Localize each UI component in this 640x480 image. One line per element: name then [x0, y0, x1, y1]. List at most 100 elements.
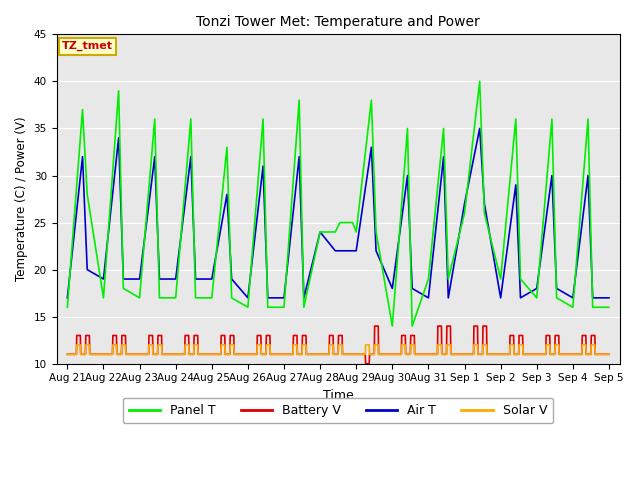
Air T	[404, 173, 412, 179]
Panel T	[300, 304, 308, 310]
Battery V	[401, 333, 409, 338]
Panel T	[187, 116, 195, 122]
Panel T	[584, 116, 592, 122]
Air T	[244, 295, 252, 301]
Panel T	[553, 295, 561, 301]
Air T	[349, 248, 356, 253]
Panel T	[259, 116, 267, 122]
Panel T	[79, 107, 86, 112]
Panel T	[444, 276, 452, 282]
Solar V	[73, 342, 81, 348]
Air T	[79, 154, 86, 159]
Battery V	[447, 323, 454, 329]
Panel T	[316, 229, 324, 235]
Battery V	[595, 351, 602, 357]
Panel T	[424, 276, 432, 282]
Panel T	[372, 229, 380, 235]
Y-axis label: Temperature (C) / Power (V): Temperature (C) / Power (V)	[15, 117, 28, 281]
Air T	[316, 229, 324, 235]
Air T	[223, 192, 231, 197]
Air T	[156, 276, 163, 282]
Panel T	[208, 295, 216, 301]
Air T	[120, 276, 127, 282]
Panel T	[100, 295, 108, 301]
Battery V	[371, 323, 378, 329]
Panel T	[548, 116, 556, 122]
Panel T	[481, 210, 488, 216]
Battery V	[605, 351, 612, 357]
Air T	[208, 276, 216, 282]
Panel T	[223, 144, 231, 150]
Air T	[259, 163, 267, 169]
Air T	[295, 154, 303, 159]
Solar V	[591, 351, 599, 357]
Air T	[584, 173, 592, 179]
Panel T	[367, 97, 375, 103]
Air T	[136, 276, 143, 282]
Air T	[63, 295, 71, 301]
Panel T	[244, 304, 252, 310]
Panel T	[264, 304, 271, 310]
Air T	[408, 286, 416, 291]
Air T	[569, 295, 577, 301]
Panel T	[569, 304, 577, 310]
Panel T	[83, 192, 91, 197]
Panel T	[461, 210, 468, 216]
Panel T	[280, 304, 288, 310]
Air T	[336, 248, 344, 253]
Air T	[280, 295, 288, 301]
Air T	[228, 276, 236, 282]
Air T	[497, 295, 504, 301]
Panel T	[533, 295, 541, 301]
Panel T	[408, 323, 416, 329]
Air T	[100, 276, 108, 282]
Air T	[264, 295, 271, 301]
Battery V	[362, 361, 369, 367]
Air T	[548, 173, 556, 179]
Solar V	[63, 351, 71, 357]
Air T	[192, 276, 200, 282]
Legend: Panel T, Battery V, Air T, Solar V: Panel T, Battery V, Air T, Solar V	[123, 398, 554, 423]
Panel T	[440, 126, 447, 132]
Panel T	[295, 97, 303, 103]
Panel T	[605, 304, 612, 310]
Air T	[476, 126, 484, 132]
Panel T	[192, 295, 200, 301]
Title: Tonzi Tower Met: Temperature and Power: Tonzi Tower Met: Temperature and Power	[196, 15, 480, 29]
Panel T	[388, 323, 396, 329]
Panel T	[120, 286, 127, 291]
Panel T	[151, 116, 159, 122]
Air T	[481, 201, 488, 206]
Panel T	[115, 88, 122, 94]
Panel T	[332, 229, 339, 235]
Panel T	[512, 116, 520, 122]
Panel T	[404, 126, 412, 132]
Air T	[424, 295, 432, 301]
Line: Air T: Air T	[67, 129, 609, 298]
Air T	[553, 286, 561, 291]
Battery V	[257, 333, 265, 338]
Panel T	[63, 304, 71, 310]
Solar V	[407, 342, 415, 348]
Air T	[512, 182, 520, 188]
Air T	[300, 295, 308, 301]
Line: Battery V: Battery V	[67, 326, 609, 364]
Air T	[444, 295, 452, 301]
Solar V	[398, 342, 406, 348]
Solar V	[605, 351, 612, 357]
Air T	[187, 154, 195, 159]
Panel T	[516, 276, 524, 282]
Air T	[115, 135, 122, 141]
Panel T	[353, 229, 360, 235]
Panel T	[172, 295, 179, 301]
Panel T	[228, 295, 236, 301]
Air T	[151, 154, 159, 159]
Air T	[83, 267, 91, 273]
Battery V	[63, 351, 71, 357]
Panel T	[349, 220, 356, 226]
Air T	[440, 154, 447, 159]
Line: Solar V: Solar V	[67, 345, 609, 354]
Air T	[372, 248, 380, 253]
Air T	[172, 276, 179, 282]
Panel T	[476, 79, 484, 84]
